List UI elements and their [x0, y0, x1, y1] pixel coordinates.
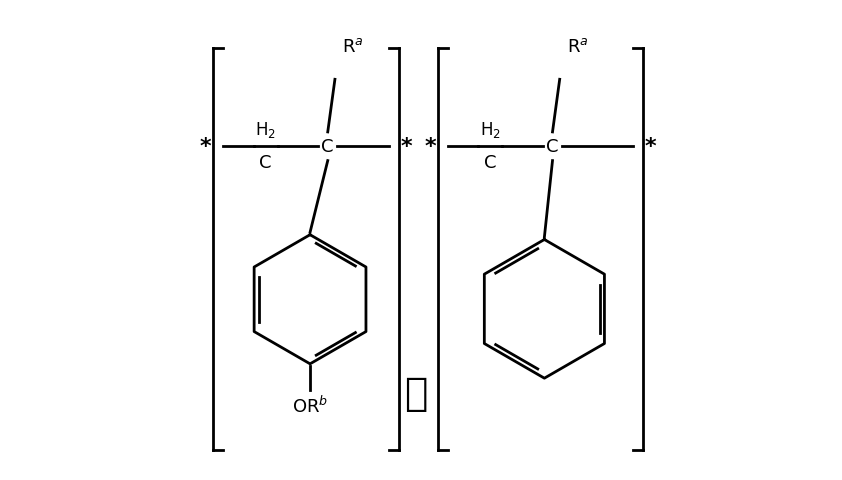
Text: 或: 或	[404, 374, 428, 412]
Text: C: C	[484, 154, 497, 172]
Text: *: *	[424, 137, 436, 157]
Text: OR$^b$: OR$^b$	[292, 395, 328, 416]
Text: H$_2$: H$_2$	[480, 120, 501, 140]
Text: *: *	[645, 137, 657, 157]
Text: H$_2$: H$_2$	[255, 120, 276, 140]
Text: R$^a$: R$^a$	[342, 38, 364, 56]
Text: *: *	[200, 137, 211, 157]
Text: R$^a$: R$^a$	[567, 38, 589, 56]
Text: C: C	[546, 138, 559, 156]
Text: C: C	[259, 154, 272, 172]
Text: *: *	[401, 137, 413, 157]
Text: C: C	[322, 138, 334, 156]
